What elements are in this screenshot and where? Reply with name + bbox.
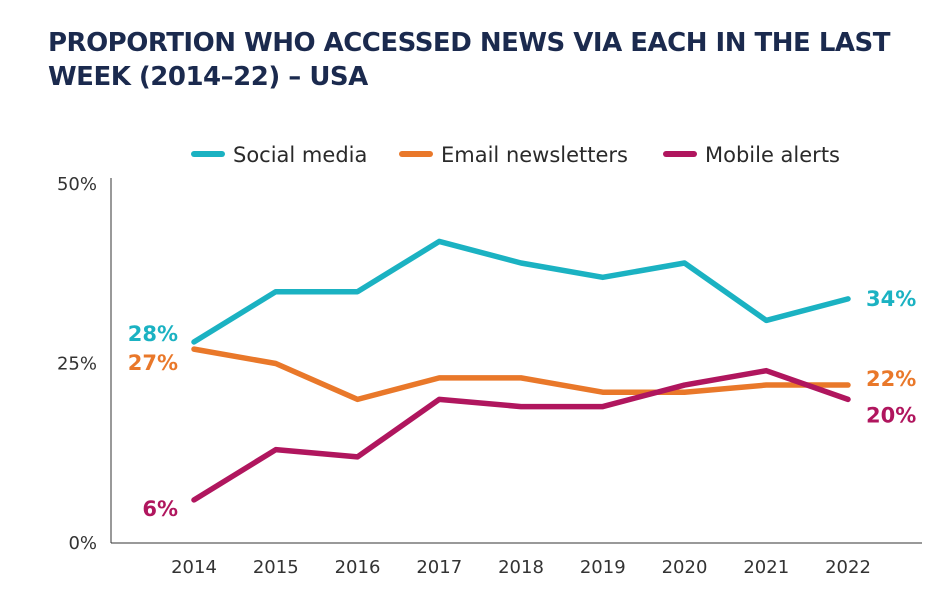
legend-label-mobile-alerts: Mobile alerts — [705, 143, 840, 167]
x-tick-label: 2018 — [498, 557, 544, 578]
x-tick-label: 2020 — [662, 557, 708, 578]
y-tick-label: 50% — [57, 174, 97, 195]
end-labels: 28% 34% 27% 22% 6% 20% — [128, 287, 917, 521]
x-tick-label: 2022 — [825, 557, 871, 578]
y-tick-label: 0% — [68, 533, 97, 554]
x-tick-label: 2019 — [580, 557, 626, 578]
y-tick-label: 25% — [57, 354, 97, 375]
legend-item-mobile-alerts: Mobile alerts — [663, 143, 840, 167]
x-axis: 2014 2015 2016 2017 2018 2019 2020 2021 2022 — [111, 542, 922, 578]
start-label-social-media: 28% — [128, 322, 178, 346]
end-label-email-newsletters: 22% — [866, 367, 916, 391]
legend: Social media Email newsletters Mobile al… — [191, 143, 840, 167]
series-line-mobile-alerts — [191, 367, 851, 503]
series-line-email-newsletters — [191, 346, 851, 403]
x-tick-label: 2014 — [171, 557, 217, 578]
x-tick-label: 2017 — [416, 557, 462, 578]
legend-item-social-media: Social media — [191, 143, 367, 167]
y-axis: 0% 25% 50% — [57, 174, 112, 554]
start-label-email-newsletters: 27% — [128, 351, 178, 375]
series-layer — [191, 238, 851, 503]
x-tick-label: 2016 — [335, 557, 381, 578]
x-tick-label: 2021 — [743, 557, 789, 578]
chart-title: PROPORTION WHO ACCESSED NEWS VIA EACH IN… — [48, 28, 891, 92]
start-label-mobile-alerts: 6% — [142, 497, 178, 521]
legend-label-social-media: Social media — [233, 143, 367, 167]
legend-item-email-newsletters: Email newsletters — [399, 143, 628, 167]
end-label-social-media: 34% — [866, 287, 916, 311]
x-tick-label: 2015 — [253, 557, 299, 578]
end-label-mobile-alerts: 20% — [866, 403, 916, 427]
series-line-social-media — [191, 238, 851, 345]
legend-label-email-newsletters: Email newsletters — [441, 143, 628, 167]
